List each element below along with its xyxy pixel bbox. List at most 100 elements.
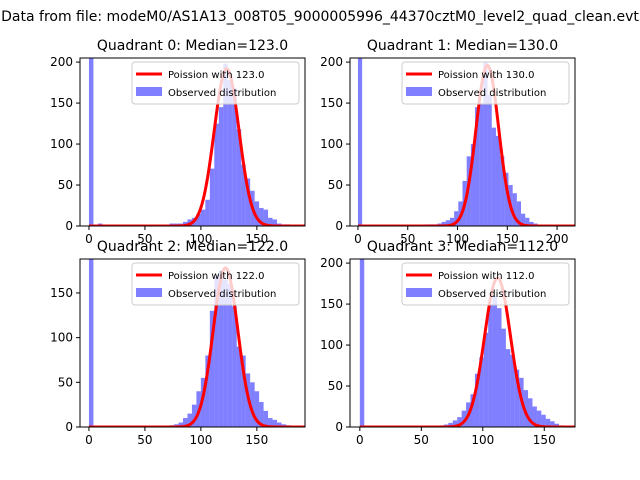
y-tick-label: 200 <box>50 55 73 69</box>
legend: Poission with 122.0 Observed distribution <box>131 262 300 306</box>
subplot-title: Quadrant 2: Median=122.0 <box>97 239 288 255</box>
histogram-bar <box>268 217 273 226</box>
histogram-bar <box>516 201 522 226</box>
histogram-bar <box>223 279 228 427</box>
y-tick-label: 150 <box>320 96 343 110</box>
y-tick-label: 50 <box>328 379 343 393</box>
figure-suptitle: Data from file: modeM0/AS1A13_008T05_900… <box>1 9 639 25</box>
histogram-bar <box>187 413 192 427</box>
histogram-bar <box>259 401 264 427</box>
histogram-bar <box>492 295 498 427</box>
histogram-bar <box>487 94 492 226</box>
histogram-bar <box>223 63 228 226</box>
x-tick-label: 50 <box>414 433 429 447</box>
histogram-bar <box>505 349 511 427</box>
y-tick-label: 150 <box>50 286 73 300</box>
x-tick-label: 0 <box>85 232 93 246</box>
y-tick-label: 200 <box>320 55 343 69</box>
legend-box <box>401 262 570 306</box>
histogram-bar <box>452 420 458 427</box>
axes-frame <box>79 57 306 227</box>
x-tick-label: 0 <box>356 433 364 447</box>
legend-box <box>131 61 300 105</box>
histogram-bar <box>209 168 215 226</box>
histogram-bar <box>521 213 526 226</box>
histogram-bar <box>178 422 183 427</box>
x-tick-label: 50 <box>137 232 152 246</box>
poisson-curve <box>359 276 575 427</box>
histogram-bar <box>263 209 269 226</box>
x-tick-label: 50 <box>137 433 152 447</box>
subplot-title: Quadrant 3: Median=112.0 <box>367 239 558 255</box>
y-tick-label: 0 <box>65 420 73 434</box>
histogram-bar <box>500 156 505 226</box>
histogram-bar <box>491 127 496 226</box>
histogram-bar <box>232 88 237 226</box>
histogram-bar <box>357 58 363 226</box>
histogram-bar <box>532 406 537 427</box>
plot-area <box>88 58 305 226</box>
histogram-bar <box>474 373 480 427</box>
x-tick-label: 100 <box>446 232 469 246</box>
histogram-bar <box>88 58 94 226</box>
histogram-bar <box>541 414 546 427</box>
legend-patch-swatch <box>406 288 432 297</box>
legend-patch-swatch <box>136 87 162 96</box>
histogram-bar <box>214 275 219 427</box>
histogram-bar <box>475 107 480 226</box>
y-tick-label: 200 <box>320 256 343 270</box>
histogram-bar <box>236 346 242 427</box>
histogram-bar <box>528 398 533 427</box>
histogram-bar <box>182 418 188 427</box>
legend-box <box>131 262 300 306</box>
chart-panel-3: 0 50 100 150 0 50 100 150 200 Quadrant 3: Median=… <box>320 239 576 447</box>
x-tick-label: 100 <box>189 433 212 447</box>
histogram-bar <box>88 259 94 427</box>
y-tick-label: 100 <box>50 137 73 151</box>
legend-entry-observed: Observed distribution <box>168 289 276 300</box>
histogram-bar <box>470 144 476 226</box>
histogram-bar <box>254 391 260 427</box>
histogram-bar <box>454 211 459 226</box>
chart-panel-0: 0 50 100 150 0 50 100 150 200 Quadrant 0: Median=… <box>50 38 306 246</box>
x-tick-label: 100 <box>471 433 494 447</box>
legend: Poission with 112.0 Observed distribution <box>401 262 570 306</box>
histogram-bar <box>250 382 255 427</box>
histogram-bar <box>501 328 506 427</box>
axes-frame <box>349 57 576 227</box>
histogram-bar <box>495 135 501 226</box>
histogram-bar <box>483 332 489 427</box>
y-tick-label: 50 <box>58 178 73 192</box>
histogram-bar <box>479 103 484 226</box>
histogram-bar <box>525 217 530 226</box>
legend-entry-observed: Observed distribution <box>438 289 546 300</box>
histogram-bar <box>241 355 246 427</box>
histogram-bar <box>550 421 555 427</box>
histogram-bar <box>470 394 475 427</box>
histogram-bar <box>218 270 224 427</box>
histogram-bar <box>241 164 246 226</box>
histogram-bar <box>263 410 269 427</box>
histogram-bar <box>254 201 260 226</box>
histogram-bar <box>445 220 450 226</box>
histogram-bar <box>205 355 210 427</box>
histogram-bar <box>272 419 278 427</box>
histogram-bar <box>359 259 365 427</box>
histogram-bar <box>272 219 278 226</box>
plot-area <box>88 259 305 427</box>
x-tick-label: 0 <box>354 232 362 246</box>
histogram-bar <box>209 310 215 427</box>
histogram-bar <box>497 308 502 427</box>
histogram-bar <box>554 423 560 427</box>
x-tick-label: 150 <box>245 433 268 447</box>
histogram-bar <box>259 207 264 226</box>
histogram-bar <box>441 221 446 226</box>
histogram-bar <box>236 129 242 226</box>
legend-box <box>401 61 570 105</box>
histogram-bar <box>227 284 233 427</box>
histogram-bar <box>191 404 197 427</box>
legend-patch-swatch <box>136 288 162 297</box>
y-tick-label: 0 <box>335 219 343 233</box>
y-tick-label: 0 <box>335 420 343 434</box>
